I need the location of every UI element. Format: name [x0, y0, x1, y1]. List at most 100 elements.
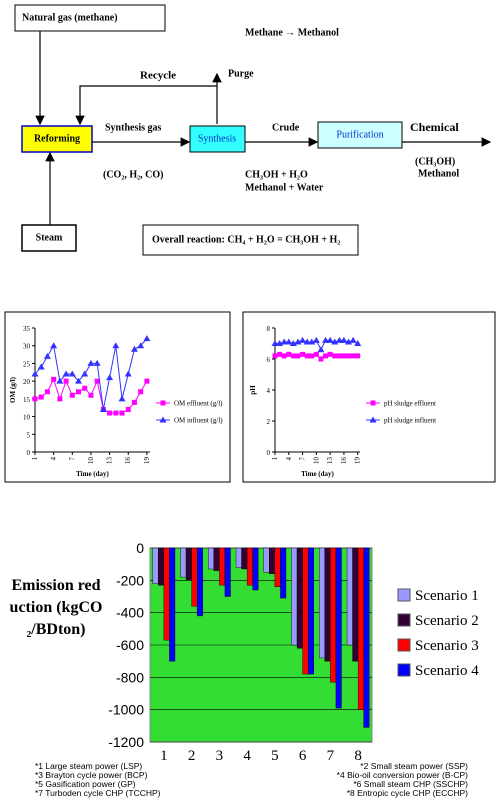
legend-label: Scenario 1	[415, 588, 479, 604]
label: Recycle	[140, 70, 176, 82]
point	[289, 340, 297, 346]
bar	[352, 547, 359, 662]
legend-swatch	[397, 663, 411, 677]
legend-label: Scenario 2	[415, 613, 479, 629]
y-tick-label: 15	[23, 396, 31, 404]
point	[294, 338, 302, 345]
bar	[213, 547, 220, 571]
footnote: *3 Brayton cycle power (BCP)	[35, 770, 148, 780]
label: (CO₂, H₂, CO)	[103, 169, 163, 180]
point	[138, 389, 144, 395]
point	[331, 338, 339, 345]
y-axis-label: pH	[249, 385, 257, 395]
point	[346, 353, 352, 359]
point	[107, 410, 113, 416]
note: Overall reaction: CH₄ + H₂O = CH₃OH + H₂	[152, 234, 340, 245]
node-label: Synthesis	[198, 133, 236, 144]
x-tick-label: 19	[354, 457, 362, 465]
box	[142, 224, 359, 256]
point	[277, 351, 283, 357]
bar	[235, 547, 242, 568]
box	[21, 125, 93, 153]
y-tick-label: 2	[267, 418, 271, 426]
x-tick-label: 2	[188, 748, 196, 764]
point	[350, 353, 356, 359]
bar	[224, 547, 231, 597]
label: Crude	[272, 122, 300, 133]
point	[99, 405, 107, 412]
diagram-title: Methane → Methanol	[245, 27, 339, 38]
point	[68, 370, 76, 377]
footnote: *7 Turboden cycle CHP (TCCHP)	[35, 788, 161, 798]
point	[159, 416, 167, 423]
bar	[280, 547, 287, 599]
point	[31, 370, 39, 377]
x-tick-label: 16	[124, 457, 132, 465]
box	[189, 125, 246, 153]
point	[304, 353, 310, 359]
x-tick-label: 8	[354, 748, 362, 764]
point	[51, 376, 57, 382]
label: Methanol	[418, 168, 459, 179]
point	[345, 338, 353, 345]
y-tick-label: 0	[27, 449, 31, 457]
point	[32, 396, 38, 402]
point	[63, 378, 69, 384]
y-tick-label: -200	[116, 572, 144, 588]
label: Chemical	[410, 120, 459, 134]
y-tick-label: 35	[23, 325, 31, 333]
arrow	[75, 85, 217, 126]
x-tick-label: 5	[271, 748, 279, 764]
bar	[269, 547, 276, 575]
label: CH₃OH + H₂O	[245, 169, 308, 180]
legend-label: pH sludge influent	[384, 417, 436, 425]
point	[160, 400, 166, 406]
y-tick-label: -1200	[108, 734, 144, 750]
x-tick-label: 13	[326, 457, 334, 465]
point	[43, 352, 51, 359]
point	[75, 377, 83, 384]
bar	[335, 547, 342, 709]
point	[286, 351, 292, 357]
point	[323, 353, 329, 359]
point	[93, 359, 101, 366]
point	[94, 378, 100, 384]
bar	[185, 547, 192, 581]
point	[327, 351, 333, 357]
x-tick-label: 4	[50, 457, 58, 461]
point	[322, 336, 330, 343]
point	[335, 336, 343, 343]
point	[308, 338, 316, 345]
bar	[307, 547, 314, 675]
bar	[152, 547, 159, 584]
process-diagram: Natural gas (methane) Methane → Methanol…	[14, 4, 492, 256]
point	[88, 392, 94, 398]
point	[113, 410, 119, 416]
x-tick-label: 3	[216, 748, 224, 764]
point	[295, 353, 301, 359]
x-tick-label: 7	[299, 457, 307, 461]
x-axis-label: Time (day)	[76, 470, 109, 478]
node-label: Steam	[36, 232, 63, 243]
point	[349, 336, 357, 343]
chart-frame	[242, 311, 496, 483]
x-tick-label: 13	[106, 457, 114, 465]
bar	[219, 547, 226, 586]
point	[38, 394, 44, 400]
point	[300, 351, 306, 357]
label: Synthesis gas	[105, 122, 162, 133]
y-tick-label: 4	[267, 387, 271, 395]
legend-swatch	[397, 638, 411, 652]
point	[143, 335, 151, 342]
y-tick-label: 8	[267, 325, 271, 333]
point	[106, 374, 114, 381]
point	[124, 370, 132, 377]
point	[118, 395, 126, 402]
bar	[274, 547, 281, 587]
y-axis-label-box: Emission reduction (kgCO₂/BDton)	[10, 577, 103, 638]
x-tick-label: 16	[340, 457, 348, 465]
point	[119, 410, 125, 416]
legend-swatch	[397, 613, 411, 627]
point	[354, 340, 362, 346]
point	[312, 336, 320, 343]
